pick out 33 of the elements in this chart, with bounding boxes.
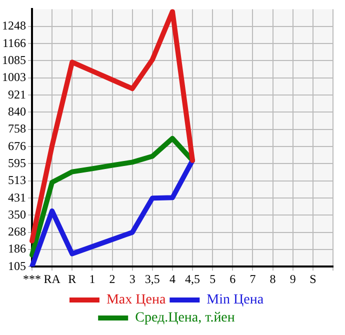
x-tick-label: 4,5 bbox=[185, 272, 200, 286]
x-tick-label: 1 bbox=[89, 272, 96, 286]
y-tick-label: 186 bbox=[8, 242, 26, 256]
x-tick-label: *** bbox=[23, 272, 41, 286]
y-tick-label: 268 bbox=[8, 224, 26, 239]
y-tick-label: 1003 bbox=[2, 70, 26, 84]
x-tick-label: 9 bbox=[290, 272, 296, 286]
x-tick-label: 8 bbox=[270, 272, 276, 286]
x-tick-label: 4 bbox=[169, 272, 176, 286]
y-tick-label: 1248 bbox=[2, 18, 26, 33]
x-tick-label: S bbox=[310, 272, 316, 286]
y-tick-label: 431 bbox=[8, 190, 26, 204]
y-tick-label: 1166 bbox=[2, 36, 26, 50]
y-tick-label: 1085 bbox=[2, 52, 26, 67]
y-tick-label: 513 bbox=[8, 173, 26, 188]
y-tick-label: 105 bbox=[8, 258, 26, 273]
y-tick-label: 758 bbox=[8, 122, 26, 136]
legend-label: Max Цена bbox=[106, 292, 166, 308]
y-tick-label: 676 bbox=[8, 138, 26, 153]
y-tick-label: 921 bbox=[8, 87, 26, 102]
x-tick-label: 2 bbox=[109, 272, 116, 286]
x-tick-label: RA bbox=[44, 272, 61, 286]
y-tick-label: 595 bbox=[8, 156, 26, 170]
x-tick-label: 3,5 bbox=[144, 272, 160, 286]
y-tick-label: 350 bbox=[8, 207, 26, 222]
x-tick-label: 6 bbox=[230, 272, 236, 286]
x-tick-label: R bbox=[68, 272, 76, 286]
x-tick-label: 7 bbox=[250, 272, 256, 286]
y-tick-label: 840 bbox=[8, 104, 26, 118]
x-tick-label: 5 bbox=[210, 272, 216, 286]
x-tick-label: 3 bbox=[129, 272, 136, 286]
legend-label: Min Цена bbox=[206, 292, 264, 308]
legend-label: Сред.Цена, т.йен bbox=[135, 310, 236, 326]
